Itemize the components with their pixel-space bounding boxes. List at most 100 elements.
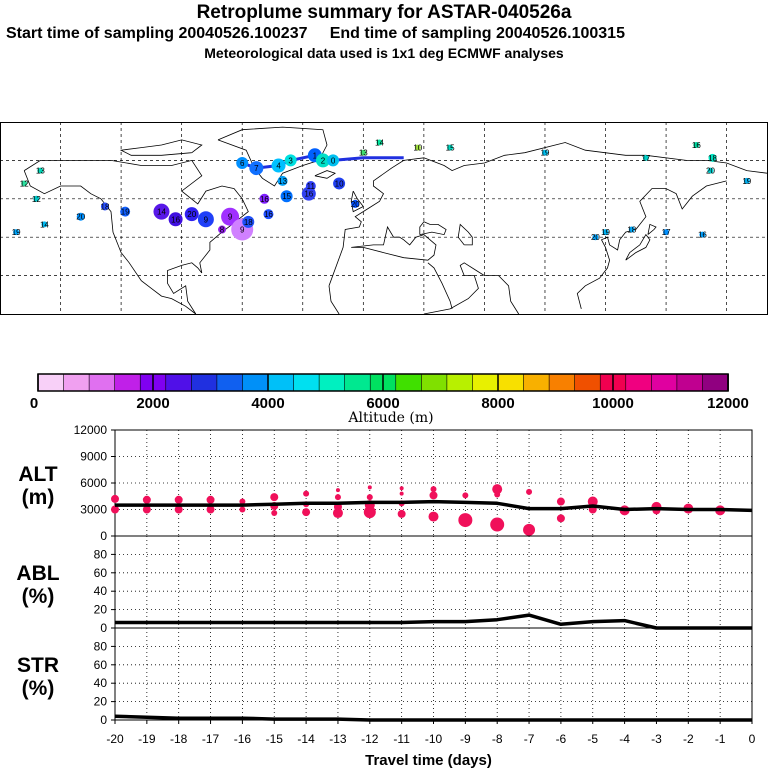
map-marker: 16 [692,141,701,150]
map-marker-label: 6 [240,159,245,168]
map-marker-dot [642,154,649,161]
colorbar-swatch [395,373,423,392]
map-marker: 12 [32,195,41,204]
map-marker: 19 [120,206,131,217]
panel-ylabel-units: (%) [22,677,55,700]
colorbar-axis-label: Altitude (m) [347,410,433,426]
map-marker-dot [280,190,293,203]
panel-ylabel-units: (%) [22,585,55,608]
x-tick-label: -1 [715,732,726,746]
map-marker: 9 [221,207,240,226]
panel-ylabel: ALT [18,463,57,486]
map-marker-dot [120,206,131,217]
colorbar-swatch [676,373,704,392]
colorbar-tick-label: 0 [30,395,38,412]
altitude-point [458,513,473,528]
map-marker-label: 1 [313,151,318,160]
colorbar-swatch [37,373,65,392]
altitude-point [111,505,119,514]
panel-abl: 0 20 40 60 80 ABL(%) [16,535,753,635]
altitude-point [430,486,437,493]
colorbar-swatch [318,373,346,392]
colorbar-swatch [574,373,602,392]
colorbar-swatch [548,373,576,392]
sampling-time-line: Start time of sampling 20040526.100237 E… [6,25,625,42]
altitude-point [332,508,343,519]
altitude-point [523,523,536,536]
map-marker: 4 [271,158,286,173]
map-marker-label: 20 [187,210,196,219]
series-line [115,613,752,630]
map-marker: 14 [375,138,384,147]
colorbar-swatch [523,373,550,392]
colorbar-tick-label: 2000 [136,395,169,412]
map-marker-dot [21,180,28,187]
colorbar-tick-label: 4000 [251,395,284,412]
map-marker-dot [305,181,316,191]
map-marker-label: 7 [254,164,259,173]
colorbar-swatch [242,373,269,392]
map-marker: 2 [315,153,330,168]
x-tick-label: -20 [106,732,124,746]
map-marker-dot [351,199,360,208]
map-marker-dot [447,144,454,151]
map-marker-dot [100,202,109,211]
altitude-point [363,506,376,519]
y-tick-label: 6000 [80,476,107,490]
map-marker-label: 0 [331,156,336,165]
coastline [647,223,657,235]
map-marker-dot [197,211,214,228]
y-tick-label: 9000 [80,450,107,464]
colorbar-swatch [216,373,244,392]
x-tick-label: -17 [202,732,220,746]
x-tick-label: -3 [651,732,662,746]
altitude-point [206,505,215,514]
map-marker-label: 17 [641,154,650,163]
map-marker-dot [76,212,85,221]
altitude-point [399,491,404,496]
map-marker-dot [693,142,700,149]
map-marker-label: 2 [321,156,326,165]
map-marker: 18 [101,202,110,211]
map-marker-label: 3 [288,156,293,165]
map-marker-label: 18 [708,154,717,163]
map-marker: 19 [541,149,550,158]
map-marker-label: 16 [692,141,701,150]
altitude-point [367,485,372,490]
map-marker: 10 [413,144,422,153]
map-marker-label: 16 [304,190,313,199]
map-marker-dot [259,193,270,204]
map-marker-label: 10 [413,144,422,153]
map-marker-label: 13 [359,149,368,158]
map-marker: 20 [184,207,199,222]
map-marker-label: 19 [742,177,751,186]
map-marker-label: 20 [706,167,715,176]
map-marker: 12 [20,179,29,188]
map-marker-dot [218,225,227,234]
map-marker-dot [628,226,635,233]
map-marker-label: 14 [157,208,166,217]
y-tick-label: 0 [100,529,107,543]
panel-frame [114,535,753,629]
colorbar-swatch [88,373,116,392]
map-marker: 13 [359,149,368,158]
colorbar-tick-label: 8000 [481,395,514,412]
map-frame [0,122,768,315]
altitude-point [366,494,373,501]
map-marker-label: 8 [220,226,225,235]
map-marker-dot [236,156,249,169]
chart-title: Retroplume summary for ASTAR-040526a [196,2,572,23]
colorbar-swatch [114,373,142,392]
map-marker: 6 [236,156,249,169]
map-marker: 18 [708,153,717,163]
coastline [423,262,520,315]
altitude-point [142,495,151,504]
map-marker-dot [333,177,346,190]
map-marker: 11 [305,181,316,191]
map-marker: 20 [351,199,360,209]
map-marker-dot [707,167,714,174]
map-marker-dot [592,234,599,241]
coastline [23,159,249,315]
